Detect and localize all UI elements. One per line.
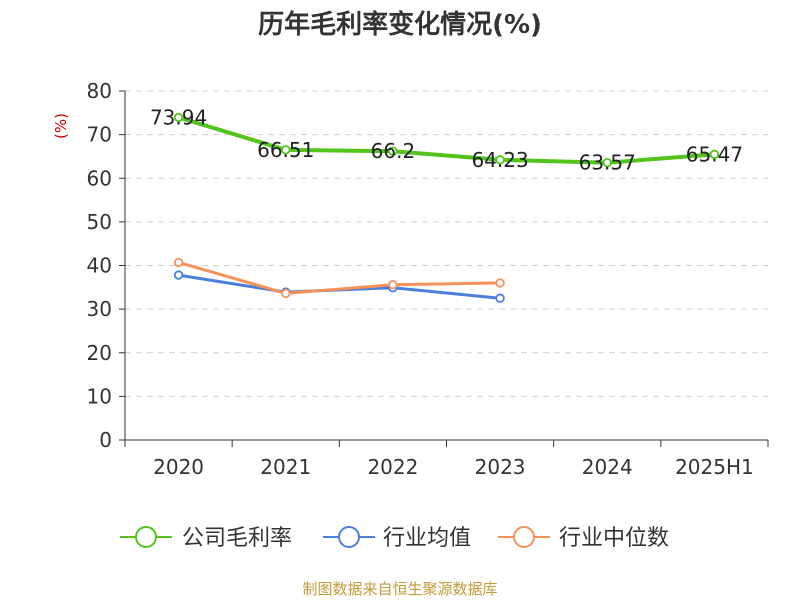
series-line	[177, 273, 502, 300]
data-labels: 73.94 66.51 66.2 64.23 63.57 65.47	[150, 105, 743, 174]
data-point	[173, 112, 184, 123]
legend-label: 行业中位数	[559, 526, 669, 551]
data-point	[495, 278, 505, 288]
data-point	[281, 145, 291, 155]
data-point	[388, 279, 398, 290]
legend-label: 行业均值	[383, 526, 471, 551]
series-line	[177, 260, 502, 295]
data-point	[495, 293, 505, 303]
data-label: 65.47	[686, 142, 743, 166]
data-label: 73.94	[150, 105, 207, 129]
y-tick-label: 80	[87, 79, 112, 103]
data-point	[709, 149, 720, 160]
axes	[119, 90, 769, 447]
data-point	[173, 257, 184, 268]
data-point	[281, 288, 291, 299]
y-axis-unit: (%)	[52, 113, 70, 139]
legend-swatch-marker	[513, 526, 535, 548]
data-point	[388, 146, 398, 156]
x-tick-label: 2021	[260, 455, 311, 479]
data-label: 64.23	[471, 148, 528, 172]
x-tick-label: 2022	[367, 455, 418, 479]
data-label: 63.57	[579, 151, 636, 175]
x-tick-label: 2020	[153, 455, 204, 479]
x-tick-label: 2024	[582, 455, 633, 479]
data-label: 66.2	[371, 139, 416, 163]
gridlines	[125, 90, 768, 397]
legend-swatch-marker	[135, 526, 157, 548]
legend: 公司毛利率 行业均值 行业中位数	[120, 526, 669, 551]
x-tick-label: 2025H1	[675, 455, 754, 479]
y-tick-label: 10	[87, 384, 112, 408]
y-tick-label: 50	[87, 210, 112, 234]
y-tick-label: 40	[87, 254, 112, 278]
data-label: 66.51	[257, 138, 314, 162]
data-point	[495, 155, 505, 165]
data-point	[602, 157, 612, 168]
legend-label: 公司毛利率	[182, 526, 292, 551]
series-line	[176, 115, 717, 165]
chart-title: 历年毛利率变化情况(%)	[258, 9, 542, 40]
y-tick-label: 70	[87, 123, 112, 147]
source-note: 制图数据来自恒生聚源数据库	[302, 580, 497, 598]
legend-swatch-marker	[338, 526, 360, 548]
y-tick-label: 30	[87, 297, 112, 321]
x-tick-labels: 2020 2021 2022 2023 2024 2025H1	[153, 455, 754, 479]
data-point	[173, 270, 184, 280]
y-tick-label: 20	[87, 341, 112, 365]
series-group	[173, 112, 720, 303]
x-tick-label: 2023	[475, 455, 526, 479]
y-tick-labels: 0 10 20 30 40 50 60 70 80	[87, 79, 112, 452]
y-tick-label: 0	[99, 428, 112, 452]
y-tick-label: 60	[87, 166, 112, 190]
